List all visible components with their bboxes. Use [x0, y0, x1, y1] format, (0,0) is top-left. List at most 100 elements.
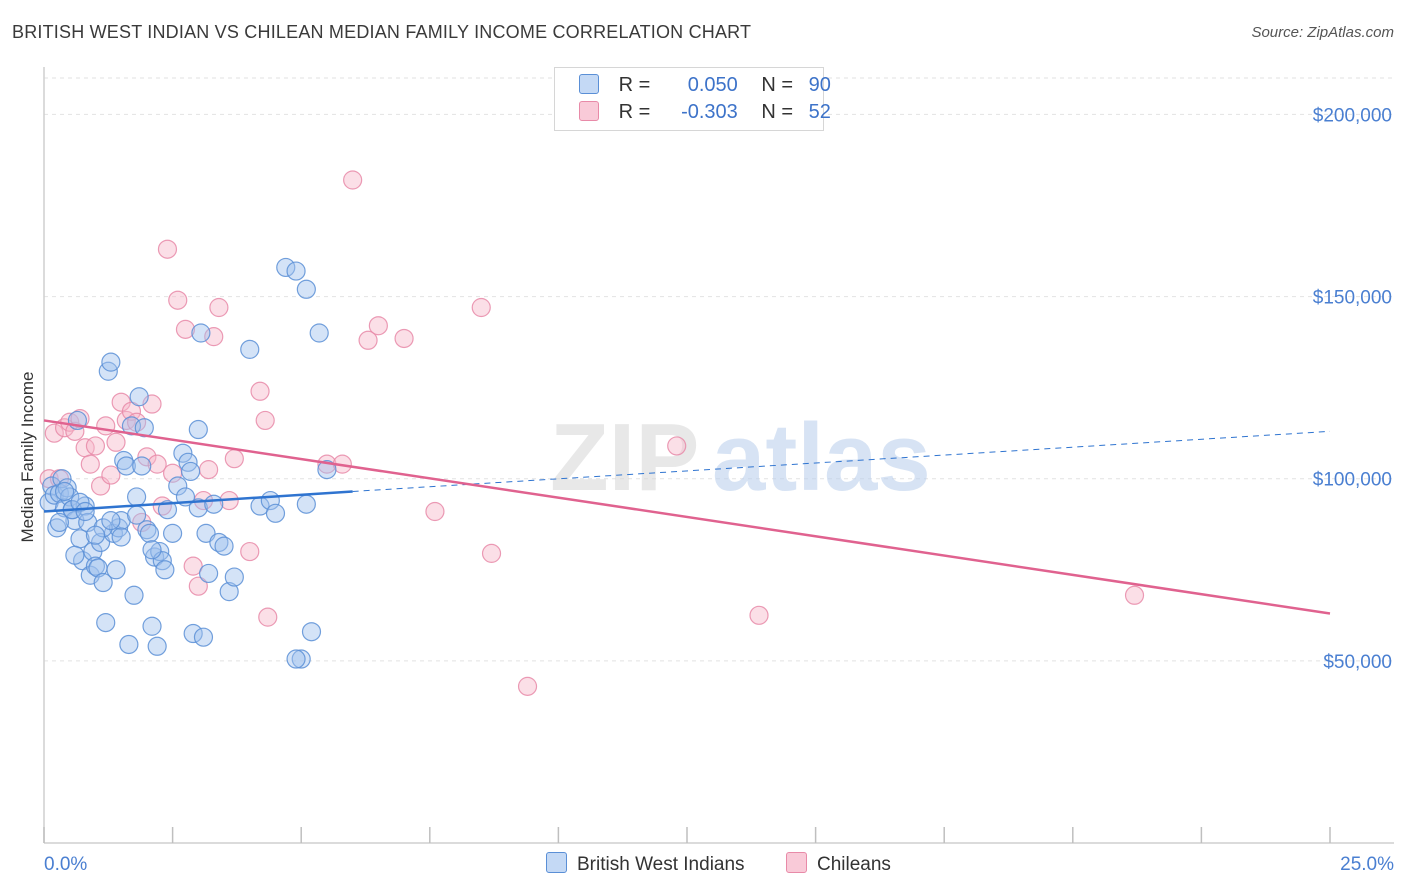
- british-west-indians-point: [168, 476, 188, 496]
- british-west-indians-point: [199, 563, 219, 584]
- british-west-indians-point: [101, 511, 121, 531]
- british-west-indians-point: [124, 585, 144, 605]
- chileans-point: [204, 327, 224, 347]
- british-west-indians-point: [142, 616, 162, 636]
- british-west-indians-point: [96, 613, 116, 633]
- legend-n-label: N =: [761, 74, 794, 96]
- british-west-indians-point: [209, 532, 229, 553]
- chileans-point: [471, 297, 491, 318]
- chileans-point: [183, 556, 203, 576]
- chileans-point: [168, 290, 188, 310]
- british-west-indians-point: [183, 623, 203, 644]
- chileans-point: [240, 541, 260, 562]
- british-west-indians-point: [188, 498, 208, 518]
- british-west-indians-point: [116, 456, 136, 476]
- british-west-indians-point: [265, 503, 286, 523]
- british-west-indians-point: [188, 419, 208, 440]
- british-west-indians-point: [132, 456, 152, 476]
- watermark-atlas: atlas: [712, 404, 931, 511]
- british-west-indians-point: [191, 323, 211, 343]
- legend-swatch-pink: [579, 101, 599, 121]
- y-tick-label: $200,000: [1313, 105, 1392, 126]
- british-west-indians-point: [214, 536, 234, 556]
- british-west-indians-point: [93, 572, 113, 593]
- british-west-indians-point: [75, 496, 95, 516]
- legend-row-british-west-indians: R = 0.050 N = 90: [579, 74, 831, 100]
- british-west-indians-point: [163, 523, 183, 543]
- chileans-point: [368, 316, 388, 336]
- legend-r-label: R =: [618, 74, 651, 96]
- british-west-indians-point: [119, 634, 139, 655]
- chileans-point: [137, 447, 157, 467]
- trend-line-british-west-indians-extension: [352, 430, 1331, 492]
- source-credit: Source: ZipAtlas.com: [1251, 24, 1394, 41]
- british-west-indians-point: [70, 492, 90, 512]
- chileans-point: [147, 454, 167, 474]
- chileans-point: [250, 381, 270, 401]
- bottom-legend-label: Chileans: [817, 854, 891, 875]
- british-west-indians-point: [301, 622, 322, 642]
- y-tick-label: $100,000: [1313, 470, 1392, 491]
- grid: [44, 77, 1394, 662]
- british-west-indians-point: [224, 567, 244, 587]
- chileans-point: [224, 449, 244, 469]
- british-west-indians-point: [286, 649, 306, 669]
- chileans-point: [209, 297, 229, 318]
- british-west-indians-point: [126, 505, 147, 525]
- chileans-point: [394, 328, 414, 349]
- chileans-point: [106, 432, 126, 452]
- chileans-point: [44, 423, 64, 443]
- chileans-point: [749, 605, 769, 625]
- legend-r-label: R =: [618, 101, 651, 123]
- chileans-point: [481, 543, 502, 563]
- y-axis-title: Median Family Income: [18, 371, 37, 542]
- british-west-indians-point: [65, 545, 85, 565]
- british-west-indians-point: [93, 518, 113, 538]
- chileans-point: [188, 576, 208, 596]
- legend-n-value: 90: [808, 74, 831, 96]
- british-west-indians-point: [139, 523, 160, 543]
- british-west-indians-point: [317, 460, 337, 480]
- bottom-legend-label: British West Indians: [577, 854, 745, 875]
- british-west-indians-point: [219, 582, 239, 602]
- trend-line-chileans: [43, 419, 1331, 615]
- british-west-indians-point: [111, 527, 131, 547]
- british-west-indians-point: [296, 494, 316, 514]
- chileans-point: [101, 465, 121, 485]
- british-west-indians-point: [137, 520, 157, 540]
- british-west-indians-point: [240, 339, 260, 359]
- british-west-indians-point: [54, 481, 75, 502]
- chileans-points: [39, 170, 1145, 696]
- british-west-indians-point: [129, 387, 149, 407]
- legend-swatch-blue: [579, 74, 599, 94]
- legend-n-value: 52: [808, 101, 831, 123]
- x-tick-label-max: 25.0%: [1340, 854, 1394, 875]
- chart-title: BRITISH WEST INDIAN VS CHILEAN MEDIAN FA…: [12, 22, 752, 42]
- british-west-indians-point: [173, 443, 193, 463]
- chileans-point: [85, 436, 106, 456]
- chileans-point: [255, 410, 275, 431]
- legend-n-label: N =: [761, 101, 794, 123]
- chileans-point: [157, 239, 178, 259]
- chileans-point: [667, 436, 687, 456]
- legend-r-value: -0.303: [681, 101, 738, 123]
- chileans-point: [358, 330, 378, 350]
- british-west-indians-points: [39, 257, 337, 669]
- chileans-point: [517, 676, 538, 696]
- british-west-indians-point: [142, 540, 162, 560]
- axis-labels: $50,000 $100,000 $150,000 $200,000 0.0% 25.0%…: [18, 105, 1394, 875]
- british-west-indians-point: [75, 501, 95, 522]
- british-west-indians-point: [157, 500, 178, 520]
- bottom-legend-swatch-blue: [546, 852, 567, 873]
- chileans-point: [1124, 585, 1145, 605]
- british-west-indians-point: [85, 525, 106, 545]
- y-tick-label: $50,000: [1323, 652, 1392, 673]
- watermark-zip: ZIP: [550, 404, 699, 511]
- bottom-legend-swatch-pink: [786, 852, 807, 873]
- british-west-indians-point: [296, 279, 316, 299]
- british-west-indians-point: [276, 257, 296, 278]
- british-west-indians-point: [181, 461, 201, 482]
- y-tick-label: $150,000: [1313, 288, 1392, 309]
- chileans-point: [199, 460, 219, 480]
